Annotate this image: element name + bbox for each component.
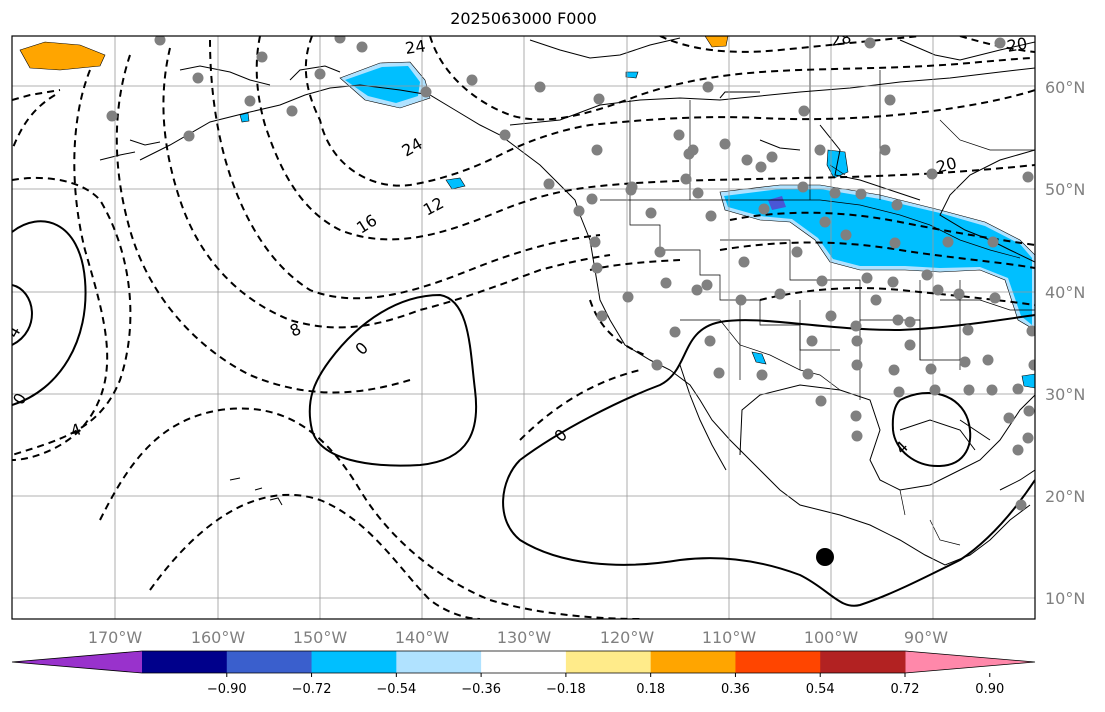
latitude-label: 60°N [1045, 78, 1085, 97]
latitude-label: 30°N [1045, 385, 1085, 404]
contour-label: 28 [829, 28, 852, 50]
positive-anomaly-region [704, 36, 729, 48]
colorbar-segment [396, 651, 482, 673]
negative-anomaly-region [768, 196, 786, 210]
longitude-label: 170°W [88, 628, 143, 647]
latitude-label: 40°N [1045, 283, 1085, 302]
contour-label: 20 [934, 153, 959, 177]
contour-label: 20 [1005, 34, 1028, 56]
shaded-anomaly-regions [19, 36, 1035, 389]
colorbar-segment [311, 651, 397, 673]
map-frame [11, 35, 1036, 620]
colorbar: −0.90 −0.72 −0.54 −0.36 −0.18 0.18 0.36 0.54 0.7… [11, 650, 1036, 697]
colorbar-tick-label: −0.90 [207, 682, 247, 697]
highlight-marker [816, 548, 834, 566]
colorbar-tick-label: 0.72 [891, 682, 920, 697]
colorbar-segment [226, 651, 313, 673]
colorbar-segment [565, 651, 652, 673]
longitude-label: 110°W [702, 628, 757, 647]
negative-anomaly-region [724, 189, 1032, 325]
colorbar-tick-label: −0.36 [461, 682, 501, 697]
longitude-label: 140°W [395, 628, 450, 647]
negative-anomaly-region [345, 66, 420, 103]
colorbar-tick-label: 0.18 [636, 682, 665, 697]
longitude-label: 150°W [293, 628, 348, 647]
colorbar-segment [481, 651, 567, 673]
negative-anomaly-region [445, 177, 466, 190]
latitude-label: 20°N [1045, 487, 1085, 506]
colorbar-tick-label: 0.36 [721, 682, 750, 697]
colorbar-extend-low [12, 651, 142, 673]
longitude-label: 90°W [904, 628, 948, 647]
negative-anomaly-region [625, 71, 639, 79]
longitude-label: 160°W [191, 628, 246, 647]
colorbar-tick-label: −0.72 [292, 682, 332, 697]
latitude-label: 10°N [1045, 589, 1085, 608]
contour-label: 24 [404, 36, 427, 58]
longitude-labels: 170°W 160°W 150°W 140°W 130°W 120°W 110°… [88, 628, 948, 647]
map-title: 2025063000 F000 [450, 9, 597, 28]
latitude-label: 50°N [1045, 180, 1085, 199]
colorbar-segment [142, 651, 228, 673]
station-markers [106, 36, 1035, 511]
latitude-labels: 60°N 50°N 40°N 30°N 20°N 10°N [1045, 78, 1085, 608]
colorbar-segment [735, 651, 821, 673]
longitude-label: 100°W [804, 628, 859, 647]
positive-anomaly-region [19, 41, 106, 71]
colorbar-extend-high [905, 651, 1035, 673]
colorbar-segment [820, 651, 906, 673]
colorbar-tick-label: −0.18 [546, 682, 586, 697]
colorbar-segment [650, 651, 736, 673]
longitude-label: 130°W [497, 628, 552, 647]
colorbar-outline [11, 650, 1036, 674]
colorbar-tick-label: 0.90 [975, 682, 1004, 697]
coastlines [99, 37, 1035, 566]
colorbar-tick-label: −0.54 [376, 682, 416, 697]
colorbar-tick-label: 0.54 [806, 682, 835, 697]
map-background [12, 36, 1035, 619]
solid-contours [12, 220, 1035, 607]
negative-anomaly-region [751, 351, 767, 365]
dashed-contours [12, 36, 1035, 619]
negative-anomaly-region [1021, 373, 1035, 389]
longitude-label: 120°W [600, 628, 655, 647]
